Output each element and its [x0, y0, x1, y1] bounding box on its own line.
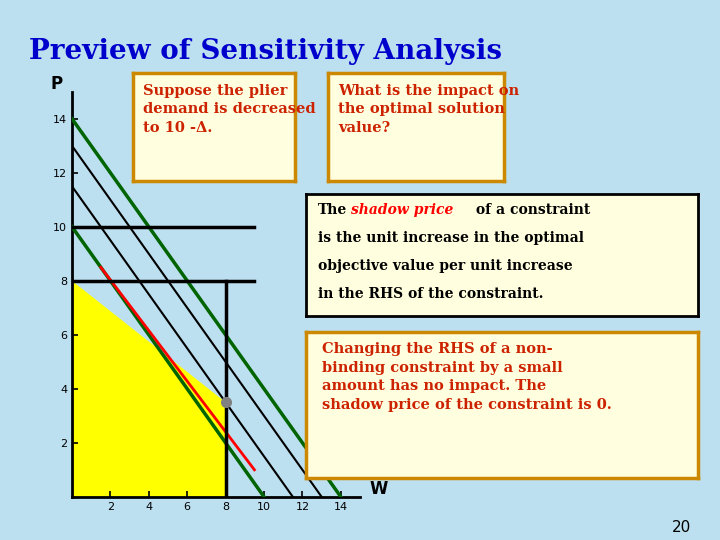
Text: 20: 20 [672, 519, 691, 535]
Text: P: P [50, 75, 63, 93]
Polygon shape [72, 281, 225, 497]
Text: shadow price: shadow price [351, 203, 454, 217]
Text: objective value per unit increase: objective value per unit increase [318, 259, 572, 273]
Text: W: W [369, 480, 388, 498]
Text: Preview of Sensitivity Analysis: Preview of Sensitivity Analysis [29, 38, 502, 65]
Text: Suppose the plier
demand is decreased
to 10 -Δ.: Suppose the plier demand is decreased to… [143, 84, 315, 134]
Text: of a constraint: of a constraint [471, 203, 590, 217]
Text: What is the impact on
the optimal solution
value?: What is the impact on the optimal soluti… [338, 84, 519, 134]
Text: is the unit increase in the optimal: is the unit increase in the optimal [318, 231, 584, 245]
Text: The: The [318, 203, 347, 217]
Text: Changing the RHS of a non-
binding constraint by a small
amount has no impact. T: Changing the RHS of a non- binding const… [322, 342, 611, 411]
Text: in the RHS of the constraint.: in the RHS of the constraint. [318, 287, 544, 301]
